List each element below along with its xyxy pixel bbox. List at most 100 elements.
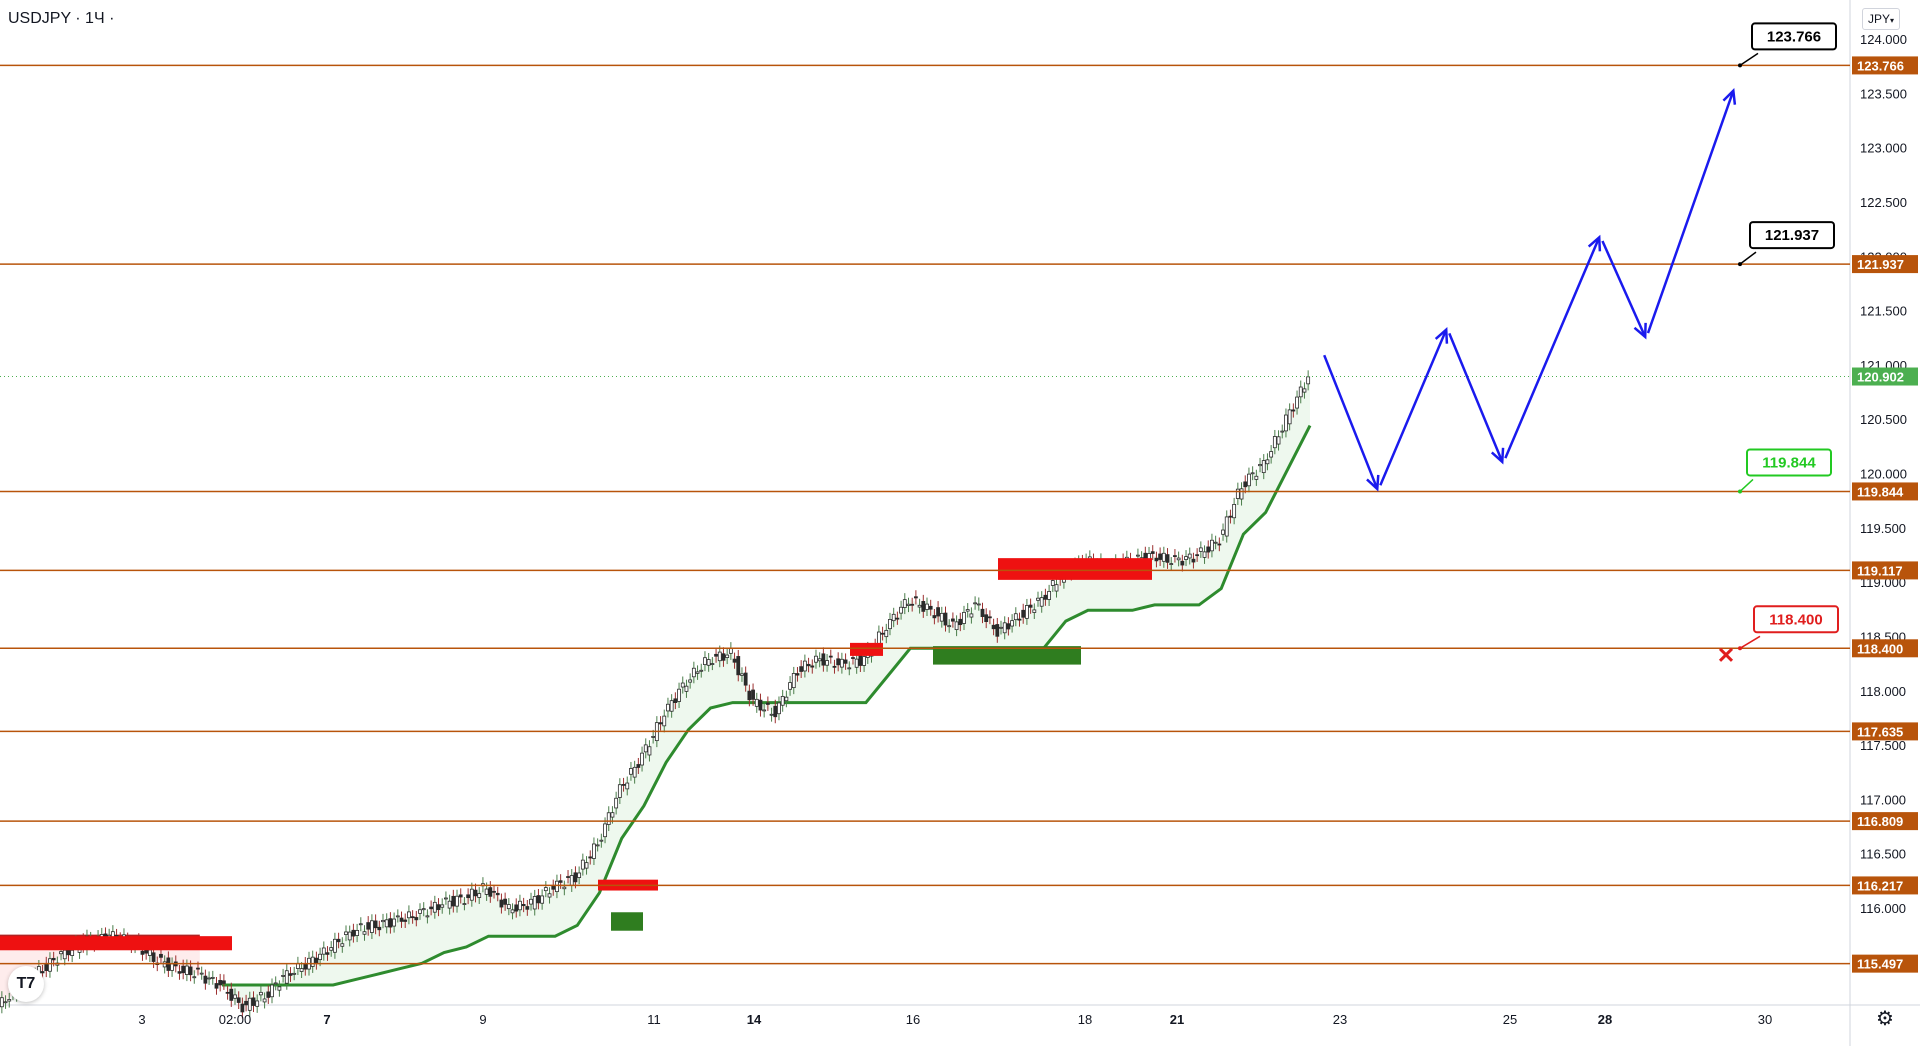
- level-badge: [1852, 954, 1918, 973]
- candle-body: [344, 931, 348, 936]
- candle-body: [980, 608, 985, 617]
- candle-body: [691, 667, 696, 678]
- level-badge: [1852, 56, 1918, 75]
- level-badge: [1852, 812, 1918, 831]
- candle-body: [1195, 554, 1200, 557]
- candle-body: [44, 962, 49, 971]
- candle-body: [399, 917, 404, 922]
- candle-body: [1232, 503, 1237, 519]
- candle-body: [347, 931, 352, 941]
- candle-body: [1136, 554, 1140, 557]
- candle-body: [984, 614, 989, 623]
- candle-body: [725, 654, 730, 658]
- candle-body: [510, 909, 515, 914]
- candle-body: [629, 768, 633, 775]
- gear-icon[interactable]: ⚙: [1876, 1008, 1894, 1030]
- currency-select[interactable]: JPY▾: [1862, 8, 1900, 30]
- candle-body: [462, 903, 467, 905]
- candle-body: [1184, 556, 1188, 560]
- forecast-segment: [1323, 354, 1379, 490]
- candle-body: [680, 682, 685, 688]
- candle-body: [159, 953, 163, 958]
- candle-body: [59, 951, 63, 955]
- candle-body: [995, 624, 1000, 637]
- stop-marker-icon: [1718, 647, 1734, 662]
- candle-body: [891, 613, 896, 622]
- candle-body: [62, 949, 67, 960]
- candle-body: [407, 911, 411, 919]
- forecast-arrowhead: [1722, 88, 1737, 105]
- level-badge-label: 115.497: [1857, 957, 1903, 972]
- candle-body: [802, 660, 807, 672]
- candle-body: [318, 953, 322, 961]
- candle-body: [555, 880, 559, 893]
- callout-anchor: [1738, 646, 1742, 651]
- candle-body: [299, 968, 304, 972]
- callout-box: [1753, 605, 1839, 634]
- candle-body: [351, 929, 356, 937]
- y-tick-label: 117.000: [1860, 792, 1906, 807]
- candle-body: [1036, 597, 1040, 601]
- candle-body: [969, 613, 974, 618]
- x-tick-label: 14: [747, 1012, 762, 1027]
- candle-body: [806, 663, 811, 667]
- y-tick-label: 124.000: [1860, 32, 1907, 47]
- candle-body: [958, 618, 963, 626]
- candle-body: [843, 659, 848, 664]
- candle-body: [1272, 436, 1277, 449]
- candle-body: [196, 967, 200, 970]
- candle-body: [40, 971, 45, 974]
- candle-body: [333, 938, 337, 953]
- candle-body: [906, 603, 911, 607]
- callout-box: [1746, 448, 1832, 477]
- candle-body: [743, 672, 748, 686]
- candle-body: [1013, 613, 1018, 621]
- forecast-layer: [1323, 88, 1737, 492]
- candle-body: [928, 605, 933, 610]
- candle-body: [1243, 481, 1248, 488]
- forecast-segment: [1646, 90, 1735, 334]
- bull-trail-area: [222, 376, 1310, 1007]
- candle-body: [506, 904, 511, 910]
- candle-body: [281, 975, 285, 977]
- candle-body: [954, 621, 959, 631]
- candle-body: [828, 655, 833, 658]
- candle-body: [395, 915, 400, 918]
- supply-zone: [998, 558, 1152, 580]
- level-badge-label: 117.635: [1857, 724, 1903, 739]
- y-tick-label: 120.000: [1860, 467, 1907, 482]
- candle-body: [666, 703, 670, 712]
- candle-body: [647, 746, 652, 756]
- candle-body: [939, 612, 944, 622]
- candle-body: [765, 702, 770, 705]
- candle-body: [991, 624, 996, 630]
- candle-body: [514, 904, 519, 912]
- candle-body: [736, 656, 741, 676]
- x-tick-label: 21: [1170, 1012, 1184, 1027]
- candle-body: [266, 991, 271, 998]
- candle-body: [381, 919, 385, 923]
- level-badge-label: 119.117: [1857, 563, 1903, 578]
- candle-body: [270, 984, 274, 998]
- callout-pointer: [1739, 478, 1754, 492]
- candle-body: [51, 957, 56, 961]
- candle-body: [329, 947, 334, 951]
- candle-body: [314, 957, 319, 964]
- level-badge-label: 116.217: [1857, 878, 1903, 893]
- tradingview-logo-icon[interactable]: T7: [8, 966, 44, 1002]
- symbol-title[interactable]: USDJPY · 1Ч ·: [8, 10, 115, 27]
- candle-body: [769, 713, 774, 716]
- x-tick-label: 9: [479, 1012, 486, 1027]
- y-tick-label: 118.000: [1860, 684, 1906, 699]
- candle-body: [836, 658, 841, 666]
- candle-body: [1017, 618, 1022, 621]
- candle-body: [1247, 473, 1251, 487]
- candle-body: [151, 952, 156, 962]
- candle-body: [203, 975, 208, 984]
- level-badge: [1852, 639, 1918, 658]
- candle-body: [551, 885, 556, 890]
- candle-body: [370, 920, 374, 933]
- candle-body: [495, 892, 500, 896]
- candle-body: [162, 961, 167, 968]
